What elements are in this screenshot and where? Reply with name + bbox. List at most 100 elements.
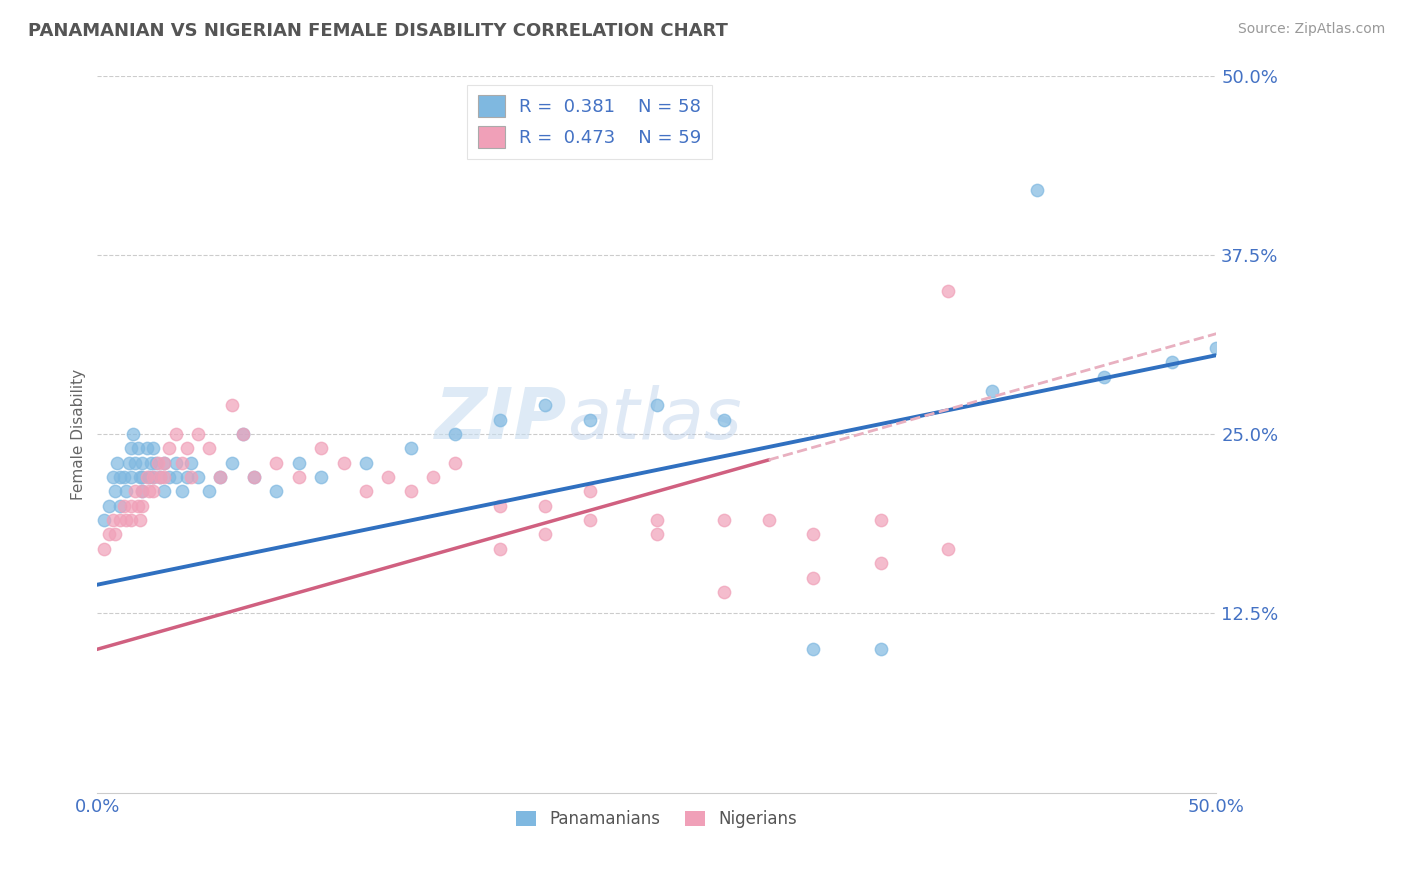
Point <box>187 470 209 484</box>
Point <box>489 541 512 556</box>
Point <box>578 413 600 427</box>
Point <box>399 442 422 456</box>
Point <box>354 484 377 499</box>
Point <box>142 470 165 484</box>
Point <box>131 484 153 499</box>
Point <box>399 484 422 499</box>
Point <box>112 499 135 513</box>
Point <box>332 456 354 470</box>
Point <box>645 513 668 527</box>
Point <box>153 484 176 499</box>
Point <box>145 456 167 470</box>
Point <box>869 556 891 570</box>
Point <box>713 413 735 427</box>
Point <box>645 527 668 541</box>
Point <box>354 456 377 470</box>
Point <box>713 585 735 599</box>
Point <box>489 499 512 513</box>
Point <box>149 470 172 484</box>
Point <box>803 527 825 541</box>
Point <box>97 499 120 513</box>
Point <box>578 513 600 527</box>
Point <box>176 442 198 456</box>
Point <box>309 470 332 484</box>
Point <box>153 456 176 470</box>
Point <box>127 499 149 513</box>
Point <box>120 470 142 484</box>
Point <box>108 470 131 484</box>
Point <box>869 642 891 657</box>
Point <box>131 499 153 513</box>
Point <box>122 427 145 442</box>
Point <box>1160 355 1182 369</box>
Text: Source: ZipAtlas.com: Source: ZipAtlas.com <box>1237 22 1385 37</box>
Point <box>153 470 176 484</box>
Point <box>157 442 180 456</box>
Point <box>444 456 467 470</box>
Point <box>243 470 266 484</box>
Text: atlas: atlas <box>567 385 742 454</box>
Point <box>422 470 444 484</box>
Point <box>309 442 332 456</box>
Legend: Panamanians, Nigerians: Panamanians, Nigerians <box>509 803 804 835</box>
Point <box>112 470 135 484</box>
Point <box>172 484 194 499</box>
Point <box>142 484 165 499</box>
Point <box>97 527 120 541</box>
Point <box>142 442 165 456</box>
Point <box>146 456 169 470</box>
Point <box>534 398 557 412</box>
Point <box>165 456 187 470</box>
Point <box>534 499 557 513</box>
Point <box>128 470 150 484</box>
Point <box>120 499 142 513</box>
Point <box>869 513 891 527</box>
Point <box>138 484 160 499</box>
Point <box>115 513 138 527</box>
Point <box>803 642 825 657</box>
Point <box>157 470 180 484</box>
Point <box>120 442 142 456</box>
Point <box>287 470 309 484</box>
Point <box>172 456 194 470</box>
Y-axis label: Female Disability: Female Disability <box>72 368 86 500</box>
Point <box>131 470 153 484</box>
Point <box>243 470 266 484</box>
Point <box>209 470 232 484</box>
Point <box>176 470 198 484</box>
Point <box>198 442 221 456</box>
Point <box>713 513 735 527</box>
Point <box>377 470 399 484</box>
Point <box>124 484 146 499</box>
Point <box>936 284 959 298</box>
Point <box>149 470 172 484</box>
Point <box>165 427 187 442</box>
Text: ZIP: ZIP <box>434 385 567 454</box>
Point <box>153 456 176 470</box>
Point <box>489 413 512 427</box>
Point <box>108 513 131 527</box>
Point <box>104 484 127 499</box>
Point <box>138 470 160 484</box>
Point <box>101 470 124 484</box>
Point <box>266 484 288 499</box>
Point <box>101 513 124 527</box>
Point <box>131 456 153 470</box>
Point <box>142 470 165 484</box>
Point <box>165 470 187 484</box>
Point <box>232 427 254 442</box>
Point <box>108 499 131 513</box>
Text: PANAMANIAN VS NIGERIAN FEMALE DISABILITY CORRELATION CHART: PANAMANIAN VS NIGERIAN FEMALE DISABILITY… <box>28 22 728 40</box>
Point <box>187 427 209 442</box>
Point <box>221 456 243 470</box>
Point <box>758 513 780 527</box>
Point <box>803 570 825 584</box>
Point <box>107 456 129 470</box>
Point <box>1205 341 1227 355</box>
Point <box>135 442 157 456</box>
Point <box>221 398 243 412</box>
Point <box>645 398 668 412</box>
Point <box>180 456 202 470</box>
Point <box>198 484 221 499</box>
Point <box>93 513 115 527</box>
